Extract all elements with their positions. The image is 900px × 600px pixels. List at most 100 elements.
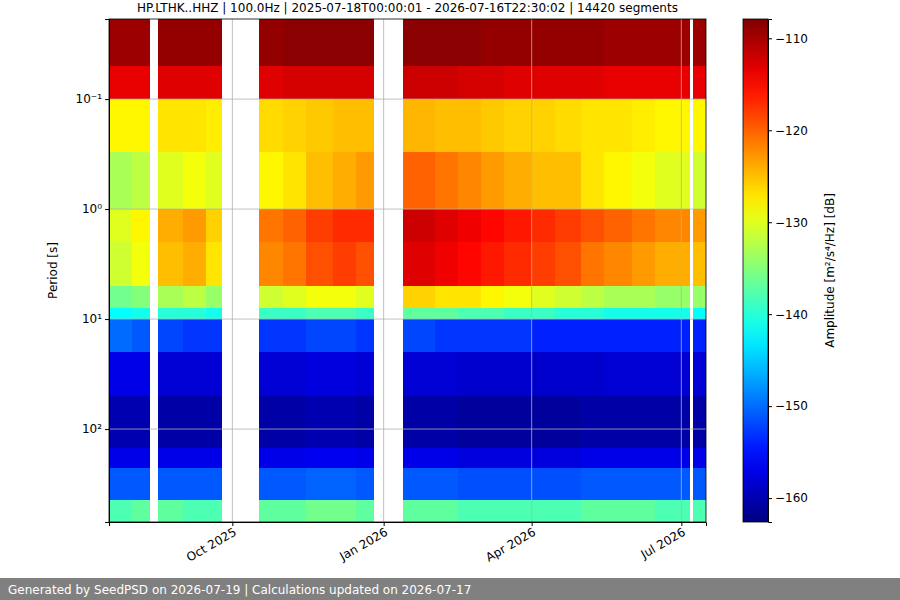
- cell: [183, 396, 206, 448]
- colorbar-tick: −110: [768, 32, 808, 46]
- cell: [693, 448, 706, 468]
- cell: [333, 319, 356, 352]
- cell: [435, 308, 458, 319]
- cell: [458, 468, 481, 500]
- colorbar-tick: −130: [768, 216, 808, 230]
- cell: [458, 500, 481, 522]
- cell: [435, 500, 458, 522]
- cell: [555, 468, 581, 500]
- cell: [183, 468, 206, 500]
- cell: [183, 19, 206, 66]
- cell: [183, 286, 206, 308]
- cell: [532, 352, 555, 396]
- cell: [259, 319, 284, 352]
- cell: [532, 242, 555, 286]
- cell: [604, 448, 632, 468]
- cell: [206, 396, 222, 448]
- cell: [693, 396, 706, 448]
- cell: [604, 500, 632, 522]
- grid: [109, 19, 706, 522]
- colorbar-tick: −150: [768, 399, 808, 413]
- cell: [581, 308, 604, 319]
- cell: [435, 448, 458, 468]
- cell: [458, 448, 481, 468]
- cell: [403, 396, 434, 448]
- cell: [532, 152, 555, 210]
- colorbar-tick-label: −140: [775, 308, 808, 322]
- cell: [132, 19, 150, 66]
- grid-line-x: [383, 19, 384, 522]
- background: [0, 0, 900, 600]
- cell: [504, 99, 532, 151]
- x-tick-label: Oct 2025: [184, 525, 239, 565]
- x-tick-label: Jan 2026: [336, 525, 390, 564]
- cell: [158, 468, 183, 500]
- cell: [306, 66, 332, 99]
- colorbar-tick-label: −150: [775, 399, 808, 413]
- cell: [206, 500, 222, 522]
- cell: [581, 66, 604, 99]
- cell: [555, 319, 581, 352]
- cell: [206, 352, 222, 396]
- cell: [532, 19, 555, 66]
- cell: [183, 209, 206, 242]
- cell: [206, 19, 222, 66]
- cell: [259, 396, 284, 448]
- cell: [632, 308, 655, 319]
- cell: [532, 500, 555, 522]
- cell: [306, 242, 332, 286]
- cell: [109, 242, 132, 286]
- footer-band: [0, 578, 900, 600]
- grid-line-x: [232, 19, 233, 522]
- cell: [632, 242, 655, 286]
- cell: [693, 500, 706, 522]
- cell: [403, 209, 434, 242]
- cell: [356, 448, 374, 468]
- cell: [458, 242, 481, 286]
- cell: [109, 468, 132, 500]
- cell: [158, 66, 183, 99]
- cell: [206, 66, 222, 99]
- cell: [504, 19, 532, 66]
- cell: [259, 448, 284, 468]
- cell: [581, 286, 604, 308]
- grid-line-y: [109, 429, 706, 430]
- cell: [356, 308, 374, 319]
- cell: [283, 242, 306, 286]
- cell: [632, 352, 655, 396]
- cell: [555, 500, 581, 522]
- cell: [109, 152, 132, 210]
- cell: [333, 396, 356, 448]
- cell: [306, 396, 332, 448]
- cell: [458, 396, 481, 448]
- cell: [655, 319, 690, 352]
- cell: [403, 152, 434, 210]
- y-tick: 10⁰: [82, 202, 109, 216]
- cell: [632, 319, 655, 352]
- cell: [283, 286, 306, 308]
- cell: [109, 396, 132, 448]
- grid-line-y: [109, 99, 706, 100]
- cell: [581, 242, 604, 286]
- cell: [532, 468, 555, 500]
- cell: [504, 66, 532, 99]
- cell: [283, 19, 306, 66]
- cell: [183, 319, 206, 352]
- cell: [435, 352, 458, 396]
- colorbar-axis: −110−120−130−140−150−160: [768, 20, 808, 523]
- cell: [109, 319, 132, 352]
- colorbar-tick-mark: [768, 314, 772, 315]
- cell: [458, 308, 481, 319]
- cell: [458, 319, 481, 352]
- cell: [581, 396, 604, 448]
- cell: [693, 308, 706, 319]
- title: HP.LTHK..HHZ | 100.0Hz | 2025-07-18T00:0…: [137, 1, 678, 15]
- cell: [132, 308, 150, 319]
- cell: [581, 152, 604, 210]
- colorbar-tick-mark: [768, 406, 772, 407]
- cell: [481, 66, 504, 99]
- cell: [259, 242, 284, 286]
- x-axis: Oct 2025Jan 2026Apr 2026Jul 2026: [110, 522, 707, 565]
- cell: [132, 209, 150, 242]
- cell: [693, 99, 706, 151]
